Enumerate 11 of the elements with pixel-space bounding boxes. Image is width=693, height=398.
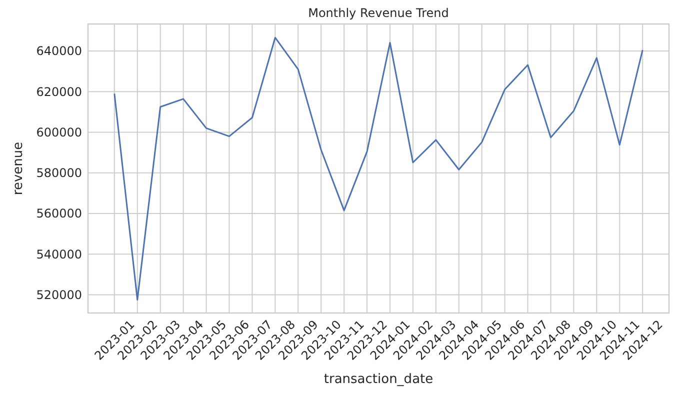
y-tick-label: 620000 — [36, 84, 82, 99]
y-tick-label: 540000 — [36, 247, 82, 262]
x-axis-title: transaction_date — [324, 372, 434, 387]
y-tick-label: 520000 — [36, 288, 82, 302]
y-tick-label: 600000 — [36, 125, 82, 140]
y-tick-label: 640000 — [36, 44, 82, 58]
y-tick-label: 580000 — [36, 166, 82, 180]
line-series — [114, 36, 644, 301]
y-axis-title: revenue — [11, 142, 26, 196]
chart-title: Monthly Revenue Trend — [308, 6, 449, 20]
y-tick-label: 560000 — [36, 206, 82, 221]
